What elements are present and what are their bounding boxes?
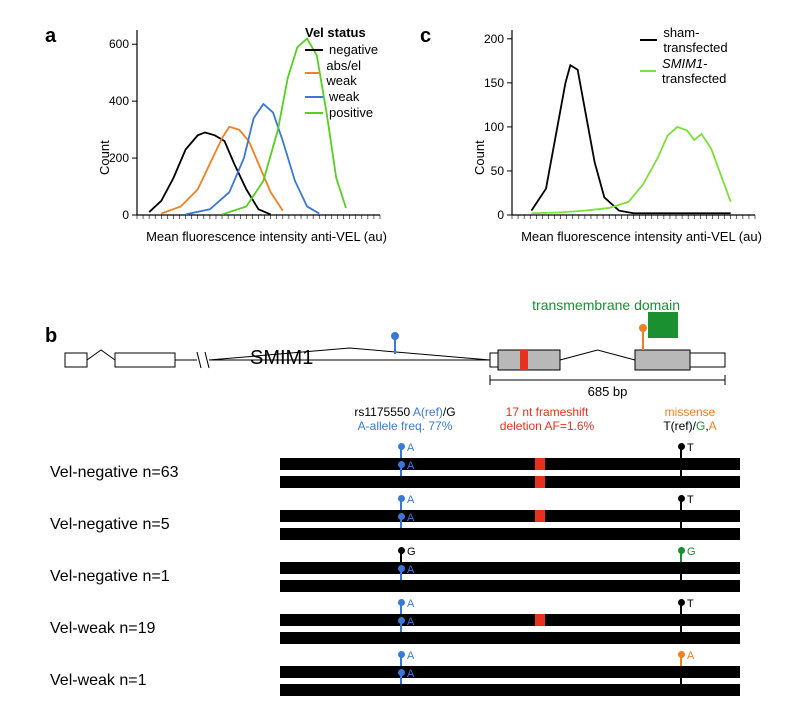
variant-row: Vel-weak n=19 A T A T [50, 606, 750, 652]
deletion-marker [535, 510, 545, 522]
allele-letter: T [687, 460, 694, 472]
allele-bar: A A [280, 666, 740, 678]
variant-label: Vel-negative n=5 [50, 516, 170, 534]
sizebar-label: 685 bp [588, 384, 628, 399]
variants-section: Vel-negative n=63 A T A T Vel-negative n… [50, 450, 750, 710]
allele-bars: A T A T [280, 458, 740, 494]
allele-bars: A T A T [280, 510, 740, 546]
allele-letter: A [407, 460, 414, 472]
allele-bar: A T [280, 476, 740, 488]
allele-bars: A A A T [280, 666, 740, 702]
allele-letter: T [687, 564, 694, 576]
allele-letter: A [407, 598, 414, 610]
variant-header: missenseT(ref)/G,A [615, 405, 765, 433]
variant-label: Vel-weak n=19 [50, 620, 155, 638]
allele-letter: A [687, 650, 694, 662]
allele-letter: A [407, 616, 414, 628]
deletion-marker [535, 476, 545, 488]
allele-letter: A [407, 512, 414, 524]
variant-header: 17 nt frameshiftdeletion AF=1.6% [472, 405, 622, 433]
variant-label: Vel-negative n=1 [50, 568, 170, 586]
allele-bar: A T [280, 580, 740, 592]
deletion-marker [535, 614, 545, 626]
variant-label: Vel-negative n=63 [50, 464, 179, 482]
allele-letter: A [407, 564, 414, 576]
variant-row: Vel-weak n=1 A A A T [50, 658, 750, 704]
allele-letter: A [407, 650, 414, 662]
allele-letter: T [687, 598, 694, 610]
allele-letter: G [407, 546, 416, 558]
allele-letter: T [687, 616, 694, 628]
allele-letter: G [687, 546, 696, 558]
allele-letter: T [687, 512, 694, 524]
allele-letter: A [407, 442, 414, 454]
deletion-marker [535, 458, 545, 470]
allele-bar: A T [280, 684, 740, 696]
allele-bar: A T [280, 458, 740, 470]
allele-letter: T [687, 494, 694, 506]
allele-bar: G G [280, 562, 740, 574]
variant-header: rs1175550 A(ref)/GA-allele freq. 77% [330, 405, 480, 433]
allele-bar: A T [280, 510, 740, 522]
allele-letter: A [407, 494, 414, 506]
gene-svg: 685 bp transmembrane domain [0, 0, 800, 410]
variant-row: Vel-negative n=63 A T A T [50, 450, 750, 496]
variant-label: Vel-weak n=1 [50, 672, 147, 690]
tm-label: transmembrane domain [532, 297, 680, 313]
allele-bars: A T A T [280, 614, 740, 650]
allele-bar: A T [280, 632, 740, 644]
allele-letter: T [687, 668, 694, 680]
allele-bar: A T [280, 614, 740, 626]
allele-bar: A T [280, 528, 740, 540]
variant-row: Vel-negative n=5 A T A T [50, 502, 750, 548]
allele-bars: G G A T [280, 562, 740, 598]
gene-name: SMIM1 [250, 347, 313, 370]
variant-row: Vel-negative n=1 G G A T [50, 554, 750, 600]
allele-letter: A [407, 668, 414, 680]
allele-letter: T [687, 442, 694, 454]
